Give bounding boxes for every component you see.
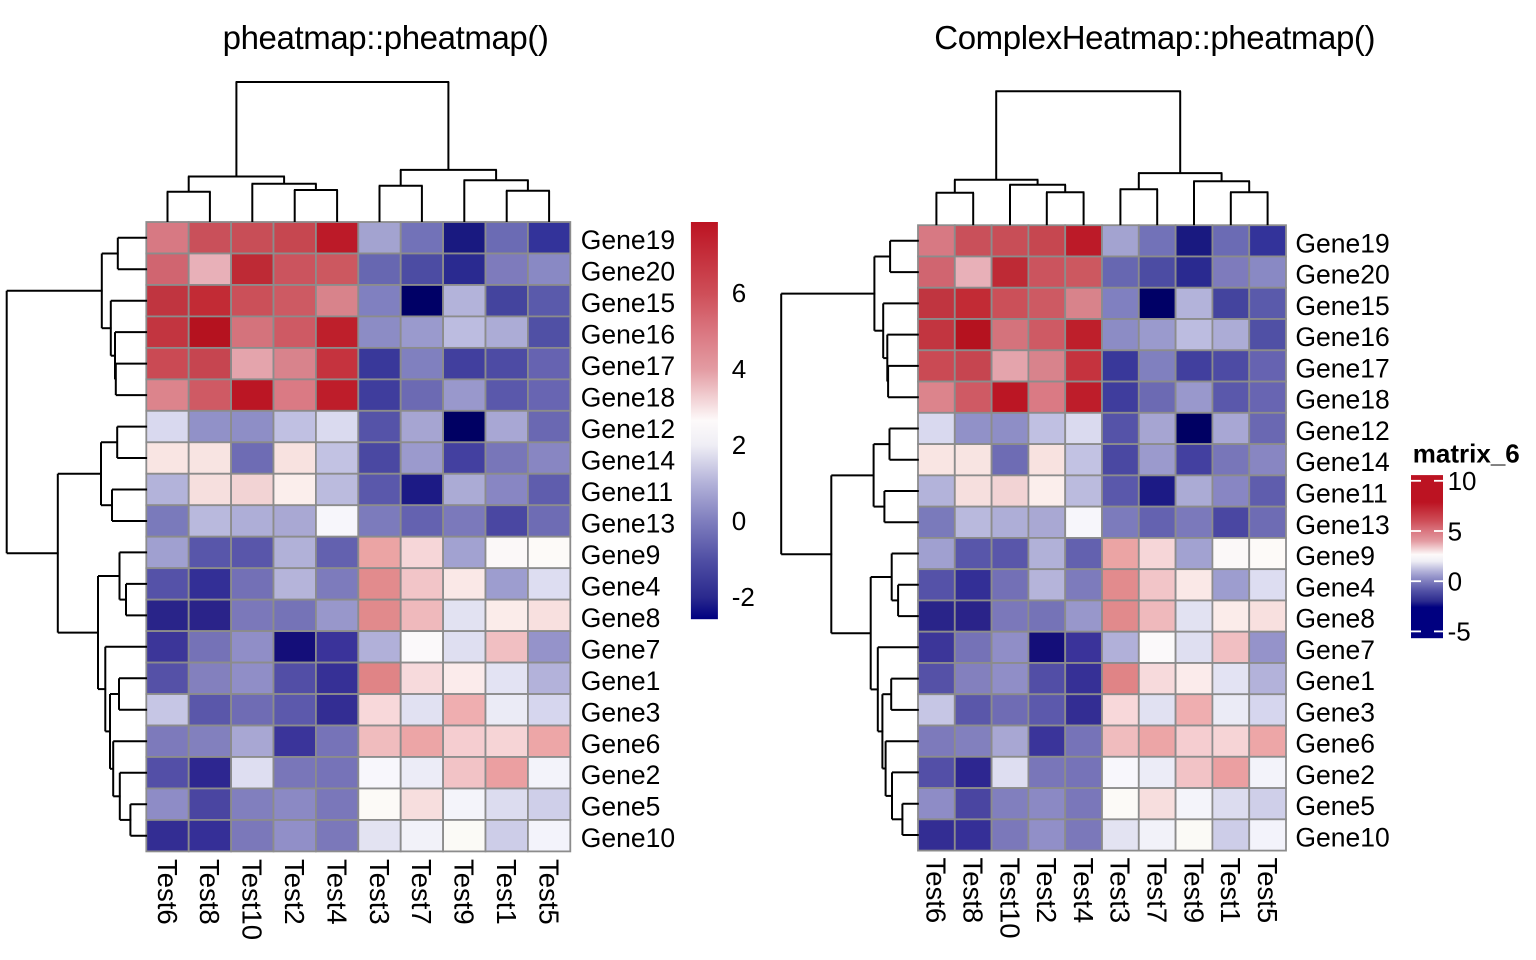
- svg-text:Test9: Test9: [1178, 858, 1209, 924]
- svg-text:Gene5: Gene5: [581, 792, 661, 822]
- svg-text:Gene7: Gene7: [1295, 635, 1375, 665]
- svg-text:Gene8: Gene8: [581, 603, 661, 633]
- svg-text:Gene3: Gene3: [581, 697, 661, 727]
- svg-text:Gene10: Gene10: [581, 823, 675, 853]
- svg-text:Gene11: Gene11: [581, 477, 673, 507]
- svg-text:5: 5: [1448, 516, 1462, 546]
- svg-text:Test9: Test9: [449, 859, 480, 925]
- svg-text:Gene12: Gene12: [581, 414, 675, 444]
- svg-text:Test8: Test8: [194, 859, 225, 925]
- svg-text:Gene4: Gene4: [581, 571, 661, 601]
- svg-text:Gene19: Gene19: [1295, 228, 1389, 258]
- svg-text:Gene10: Gene10: [1295, 823, 1389, 853]
- svg-text:Gene16: Gene16: [581, 320, 675, 350]
- svg-text:Gene12: Gene12: [1295, 416, 1389, 446]
- svg-text:0: 0: [1448, 567, 1462, 597]
- svg-text:Gene20: Gene20: [581, 257, 675, 287]
- svg-text:Test3: Test3: [1105, 858, 1136, 924]
- svg-text:Test5: Test5: [533, 859, 564, 925]
- svg-text:Gene17: Gene17: [581, 351, 675, 381]
- svg-text:-5: -5: [1448, 617, 1471, 647]
- svg-text:Gene4: Gene4: [1295, 572, 1375, 602]
- svg-text:Gene18: Gene18: [581, 383, 675, 413]
- svg-text:Test5: Test5: [1252, 858, 1283, 924]
- svg-text:ComplexHeatmap::pheatmap(): ComplexHeatmap::pheatmap(): [934, 19, 1375, 56]
- svg-text:Test8: Test8: [958, 858, 989, 924]
- svg-text:Gene5: Gene5: [1295, 791, 1375, 821]
- svg-text:Test4: Test4: [321, 859, 352, 925]
- svg-text:Gene1: Gene1: [581, 666, 661, 696]
- svg-text:2: 2: [732, 430, 746, 460]
- svg-text:6: 6: [732, 278, 746, 308]
- svg-text:pheatmap::pheatmap(): pheatmap::pheatmap(): [223, 19, 549, 56]
- svg-text:Test10: Test10: [237, 859, 268, 940]
- svg-text:Test2: Test2: [1031, 858, 1062, 924]
- svg-text:Gene13: Gene13: [1295, 510, 1389, 540]
- svg-text:Gene7: Gene7: [581, 634, 661, 664]
- svg-text:Gene3: Gene3: [1295, 697, 1375, 727]
- svg-text:Gene2: Gene2: [581, 760, 661, 790]
- svg-text:Test1: Test1: [491, 859, 522, 925]
- svg-text:matrix_6: matrix_6: [1413, 438, 1520, 468]
- svg-text:Test6: Test6: [152, 859, 183, 925]
- svg-text:Test6: Test6: [921, 858, 952, 924]
- svg-text:Test4: Test4: [1068, 858, 1099, 924]
- svg-text:0: 0: [732, 506, 746, 536]
- svg-text:Gene8: Gene8: [1295, 604, 1375, 634]
- svg-text:Gene9: Gene9: [581, 540, 661, 570]
- svg-text:Test3: Test3: [364, 859, 395, 925]
- svg-text:Gene15: Gene15: [1295, 291, 1389, 321]
- svg-text:Gene18: Gene18: [1295, 385, 1389, 415]
- svg-text:Gene14: Gene14: [1295, 447, 1389, 477]
- svg-text:Test7: Test7: [1142, 858, 1173, 924]
- svg-text:Gene17: Gene17: [1295, 353, 1389, 383]
- svg-text:Gene2: Gene2: [1295, 760, 1375, 790]
- svg-text:Gene6: Gene6: [1295, 729, 1375, 759]
- svg-text:Test2: Test2: [279, 859, 310, 925]
- svg-text:10: 10: [1448, 466, 1477, 496]
- svg-text:Test10: Test10: [994, 858, 1025, 939]
- svg-text:Test1: Test1: [1215, 858, 1246, 924]
- svg-text:Test7: Test7: [406, 859, 437, 925]
- svg-text:Gene9: Gene9: [1295, 541, 1375, 571]
- svg-text:Gene15: Gene15: [581, 288, 675, 318]
- svg-text:Gene1: Gene1: [1295, 666, 1375, 696]
- svg-text:4: 4: [732, 354, 746, 384]
- svg-text:Gene14: Gene14: [581, 446, 675, 476]
- svg-text:Gene19: Gene19: [581, 225, 675, 255]
- svg-text:Gene16: Gene16: [1295, 322, 1389, 352]
- svg-text:Gene13: Gene13: [581, 509, 675, 539]
- svg-text:Gene6: Gene6: [581, 729, 661, 759]
- svg-text:-2: -2: [732, 582, 755, 612]
- svg-text:Gene11: Gene11: [1295, 479, 1387, 509]
- svg-text:Gene20: Gene20: [1295, 260, 1389, 290]
